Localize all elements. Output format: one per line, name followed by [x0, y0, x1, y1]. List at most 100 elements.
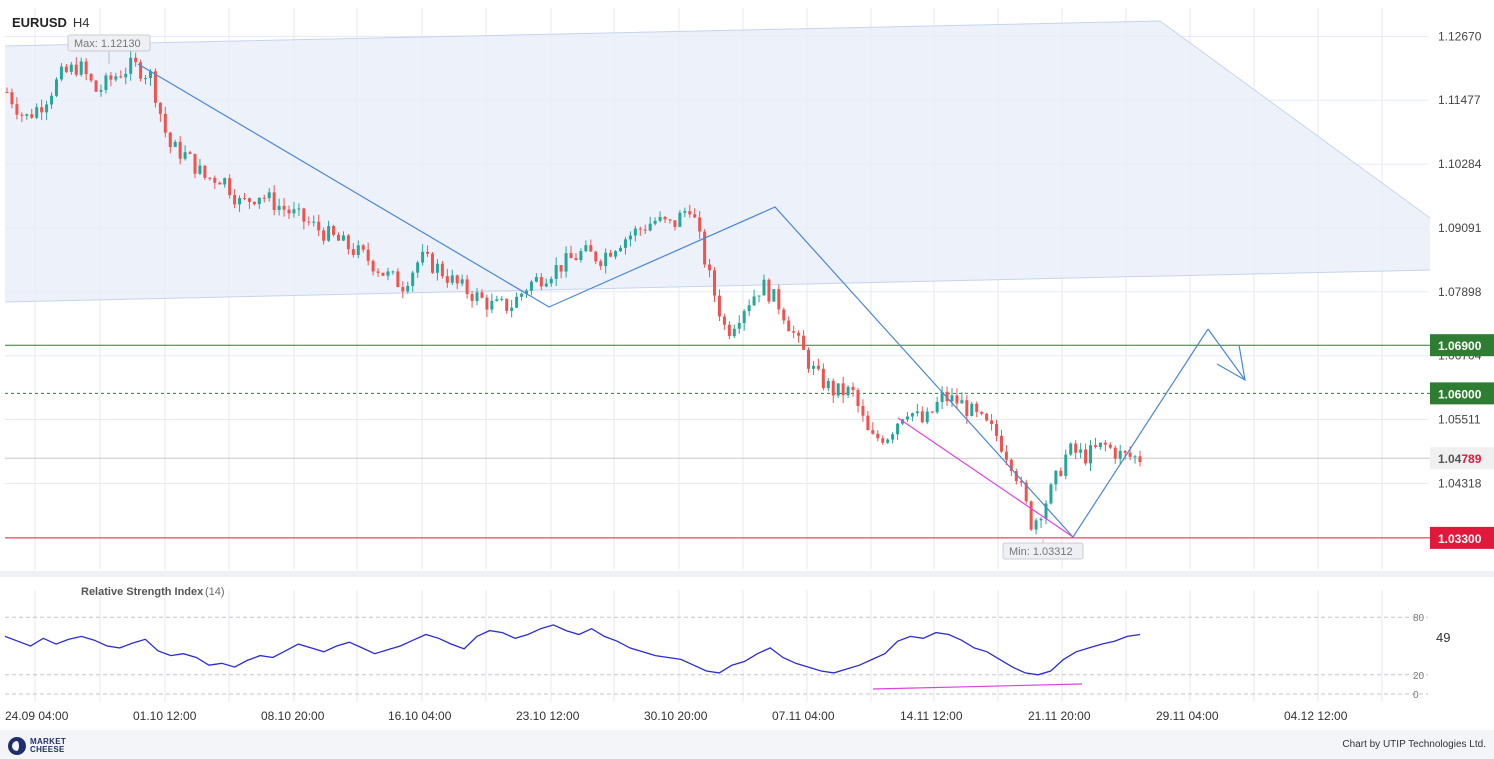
candle-body [406, 285, 410, 292]
candle-body [1113, 447, 1117, 459]
logo-text: MARKET CHEESE [30, 737, 67, 754]
candle-body [74, 64, 78, 75]
candle-body [450, 275, 454, 283]
candle-body [168, 132, 172, 147]
candle-body [787, 320, 791, 332]
channel-lower-line [4, 269, 1431, 303]
candle-body [584, 245, 588, 252]
candle-body [1118, 451, 1122, 459]
candle-body [945, 391, 949, 402]
candle-body [54, 79, 58, 96]
candle-body [50, 95, 54, 105]
candle-body [1004, 451, 1008, 460]
candle-body [807, 349, 811, 369]
candle-body [104, 75, 108, 91]
candle-body [430, 253, 434, 273]
level-label-box [1430, 526, 1494, 549]
candle-body [109, 75, 113, 80]
candle-body [564, 253, 568, 272]
timeframe-label: H4 [72, 15, 90, 30]
candle-body [703, 231, 707, 265]
candle-body [940, 391, 944, 403]
symbol-label: EURUSD H4 [12, 15, 90, 30]
candle-body [416, 262, 420, 273]
candle-body [183, 152, 187, 159]
rsi-title: Relative Strength Index [81, 586, 204, 598]
price-divergence-line [897, 417, 1074, 538]
price-tick-label: 1.12670 [1438, 29, 1482, 43]
candle-body [861, 405, 865, 416]
candle-body [1098, 442, 1102, 448]
candle-body [490, 300, 494, 310]
candle-body [30, 114, 34, 118]
candle-body [163, 113, 167, 133]
candle-body [282, 205, 286, 210]
current-price-suffix: 789 [1461, 452, 1481, 466]
time-tick-label: 29.11 04:00 [1156, 709, 1219, 723]
max-label-box [67, 34, 151, 52]
candle-body [228, 178, 232, 196]
candle-body [1084, 449, 1088, 464]
candle-body [569, 253, 573, 259]
candle-body [411, 272, 415, 286]
candle-body [816, 365, 820, 369]
candle-body [515, 296, 519, 308]
candle-body [920, 411, 924, 423]
candle-body [252, 201, 256, 205]
candle-body [980, 411, 984, 414]
candle-body [520, 293, 524, 297]
candle-body [1009, 459, 1013, 472]
candle-body [218, 182, 222, 185]
candle-body [307, 221, 311, 223]
candle-body [846, 386, 850, 396]
projection-arrow-head [1216, 344, 1246, 382]
candle-body [638, 228, 642, 230]
min-label: Min: 1.03312 [1009, 546, 1073, 558]
candle-body [193, 153, 197, 174]
candle-body [351, 249, 355, 256]
candle-body [134, 57, 138, 63]
candle-body [40, 107, 44, 113]
candle-body [792, 331, 796, 333]
candle-body [757, 295, 761, 297]
candle-body [633, 228, 637, 236]
candle-body [821, 368, 825, 389]
candle-body [985, 413, 989, 421]
candle-body [440, 263, 444, 277]
candle-body [287, 209, 291, 214]
candle-body [1138, 456, 1142, 463]
candle-body [811, 365, 815, 369]
candle-body [79, 61, 83, 75]
time-tick-label: 08.10 20:00 [261, 709, 325, 723]
candle-body [960, 400, 964, 404]
candle-body [930, 411, 934, 413]
candle-body [831, 380, 835, 396]
candle-body [668, 219, 672, 221]
candle-body [356, 245, 360, 256]
candle-body [35, 107, 39, 118]
time-tick-label: 16.10 04:00 [388, 709, 452, 723]
candle-body [1089, 445, 1093, 464]
candle-body [1024, 482, 1028, 502]
rsi-line [4, 624, 1141, 676]
candle-body [500, 298, 504, 300]
candle-body [480, 292, 484, 298]
current-price-label: 1.04789 [1438, 452, 1482, 466]
candle-body [475, 292, 479, 301]
candle-body [1059, 470, 1063, 476]
candle-body [64, 66, 68, 72]
candle-body [455, 275, 459, 284]
candle-body [663, 216, 667, 220]
candle-body [673, 220, 677, 227]
candle-body [297, 208, 301, 210]
candle-body [604, 252, 608, 267]
candle-body [94, 80, 98, 92]
level-label: 1.06900 [1438, 339, 1482, 353]
candle-body [1064, 454, 1068, 476]
candle-body [267, 192, 271, 199]
candle-body [935, 402, 939, 413]
candle-body [851, 386, 855, 391]
candle-body [797, 332, 801, 336]
candle-body [272, 192, 276, 211]
